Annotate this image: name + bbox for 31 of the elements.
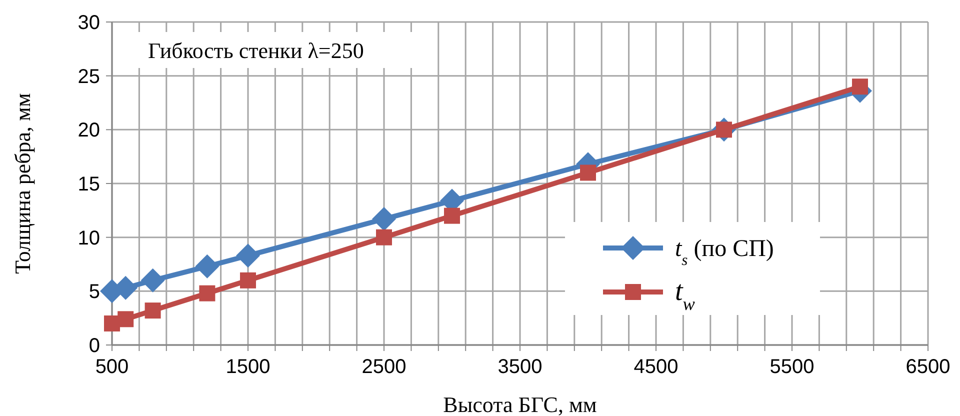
point [199, 285, 216, 302]
legend-label: t$_{w}$ [675, 276, 695, 314]
x-tick-label: 1500 [226, 356, 270, 378]
point [144, 302, 161, 319]
x-tick-label: 2500 [362, 356, 406, 378]
y-tick-label: 30 [78, 12, 100, 34]
point [852, 78, 868, 95]
x-axis-title: Высота БГС, мм [443, 392, 597, 416]
point [376, 229, 392, 246]
y-tick-label: 15 [78, 174, 100, 196]
y-tick-label: 25 [78, 66, 100, 88]
point [580, 164, 596, 181]
x-tick-label: 4500 [634, 356, 678, 378]
y-tick-label: 10 [78, 227, 100, 250]
y-axis-title: Толщина ребра, мм [10, 93, 35, 274]
point [240, 272, 256, 288]
point [195, 254, 220, 278]
x-tick-label: 6500 [906, 356, 950, 378]
y-tick-label: 20 [78, 120, 100, 142]
y-tick-label: 0 [88, 335, 100, 357]
annotation: Гибкость стенки λ=250 [148, 38, 364, 63]
point [372, 207, 396, 232]
x-tick-label: 5500 [770, 356, 814, 378]
point [140, 268, 165, 292]
x-tick-label: 500 [95, 356, 129, 378]
legend-label: t$_{s}$ (по СП) [675, 236, 774, 268]
point [444, 208, 460, 224]
x-tick-label: 3500 [498, 356, 542, 378]
y-tick-label: 5 [88, 281, 100, 304]
point [118, 311, 134, 328]
point [236, 244, 260, 268]
